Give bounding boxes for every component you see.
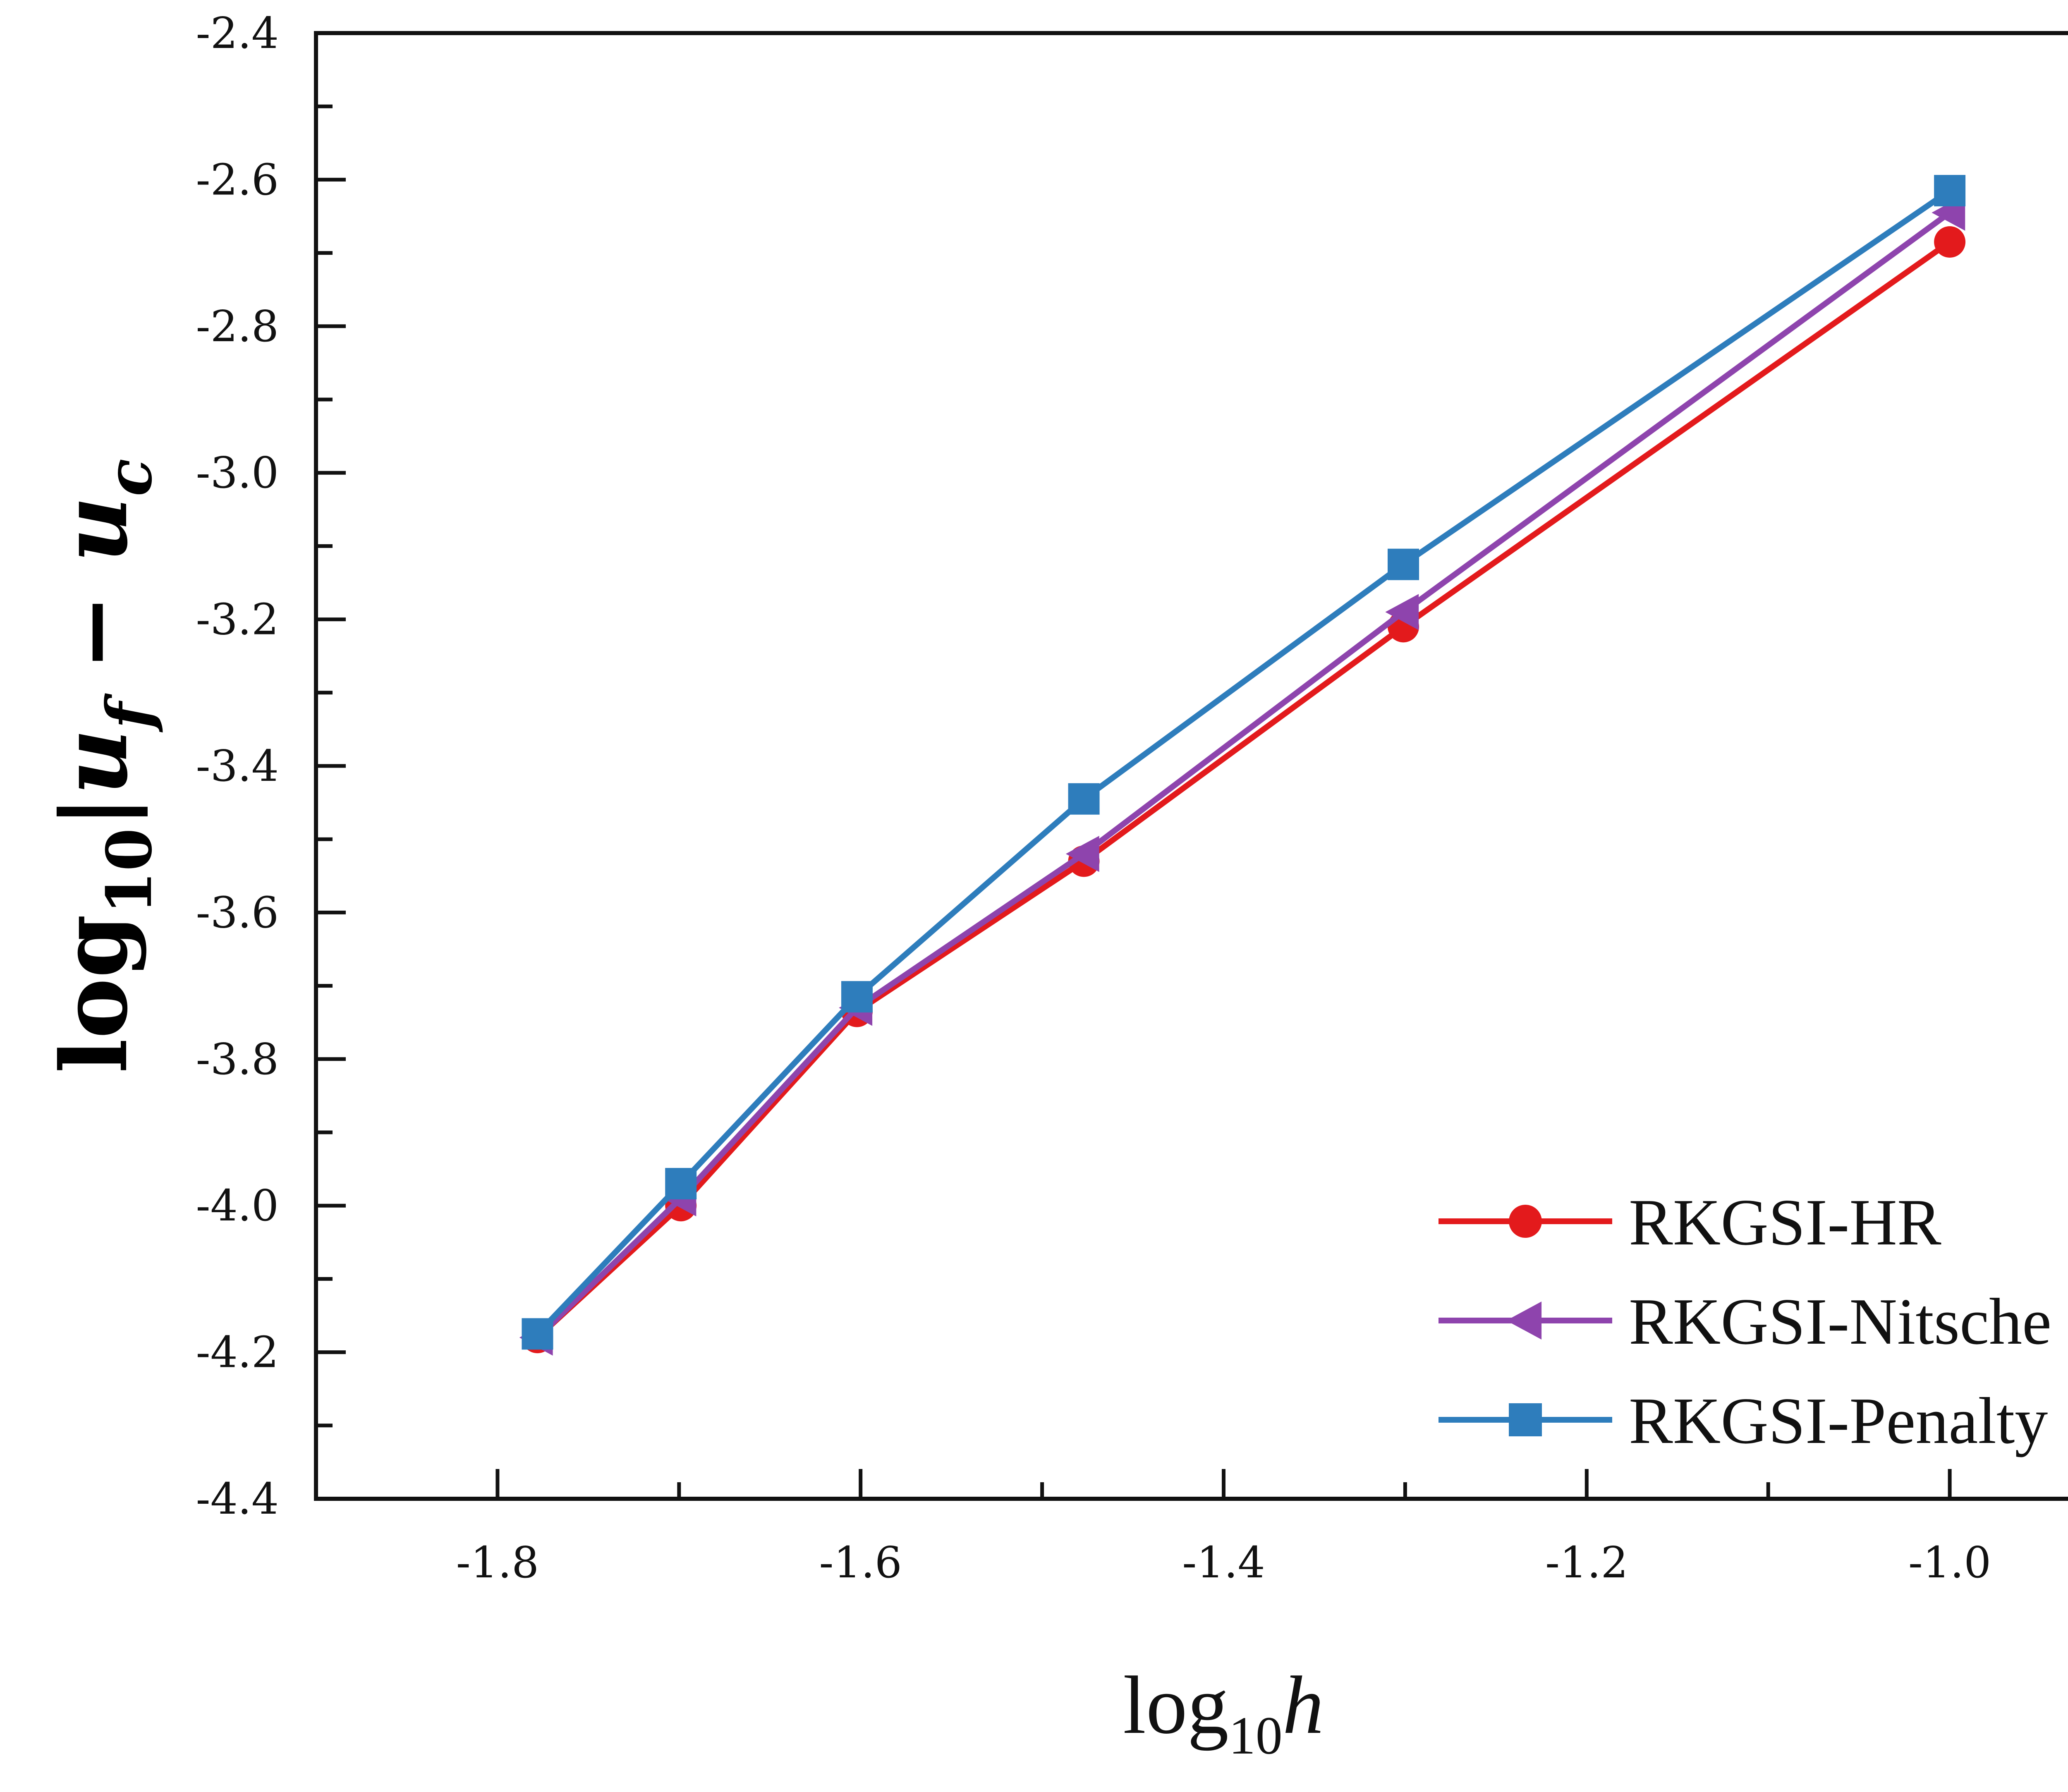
series-layer bbox=[519, 175, 1966, 1356]
data-point bbox=[522, 1318, 553, 1350]
y-tick-label: -3.6 bbox=[196, 887, 279, 938]
legend-marker bbox=[1506, 1302, 1542, 1340]
data-point bbox=[841, 981, 873, 1013]
data-point bbox=[1065, 835, 1099, 872]
data-point bbox=[1068, 783, 1100, 815]
y-axis-label-log: log bbox=[41, 914, 148, 1073]
y-axis-label-minus: − u bbox=[41, 496, 148, 702]
data-point bbox=[1388, 548, 1419, 580]
y-tick-label: -3.2 bbox=[196, 594, 279, 645]
legend-label: RKGSI-Penalty bbox=[1629, 1384, 2048, 1457]
data-point bbox=[1934, 226, 1966, 258]
legend-marker bbox=[1509, 1205, 1542, 1238]
y-tick-label: -3.8 bbox=[196, 1034, 279, 1084]
x-axis-label-var: h bbox=[1283, 1660, 1324, 1751]
x-tick-label: -1.4 bbox=[1182, 1537, 1265, 1588]
x-tick-label: -1.8 bbox=[456, 1537, 539, 1588]
legend: RKGSI-HR RKGSI-Nitsche RKGSI-Penalty bbox=[1439, 1185, 2051, 1457]
data-point bbox=[1934, 175, 1966, 206]
legend-label: RKGSI-HR bbox=[1629, 1185, 1941, 1259]
y-tick-label: -2.8 bbox=[196, 301, 279, 352]
y-tick-label: -3.0 bbox=[196, 447, 279, 498]
x-axis-label-log: log bbox=[1123, 1660, 1229, 1751]
legend-label: RKGSI-Nitsche bbox=[1629, 1285, 2051, 1358]
x-tick-label: -1.0 bbox=[1908, 1537, 1991, 1588]
legend-marker bbox=[1509, 1403, 1542, 1436]
series-rkgsi-hr bbox=[522, 226, 1966, 1354]
y-axis-label-log-sub: 10 bbox=[93, 828, 166, 914]
y-tick-label: -3.4 bbox=[196, 741, 279, 791]
y-tick-label: -4.0 bbox=[196, 1180, 279, 1231]
legend-entry: RKGSI-HR bbox=[1439, 1185, 1941, 1259]
y-tick-label: -2.4 bbox=[196, 8, 279, 58]
x-tick-label: -1.2 bbox=[1545, 1537, 1628, 1588]
x-axis-label: log10h bbox=[1123, 1660, 1324, 1766]
y-tick-label: -4.4 bbox=[196, 1474, 279, 1524]
plot-frame bbox=[314, 31, 2068, 1501]
series-line bbox=[535, 210, 1952, 1340]
axis-ticks bbox=[316, 104, 1952, 1499]
series-line bbox=[535, 188, 1952, 1336]
legend-entry: RKGSI-Nitsche bbox=[1439, 1285, 2051, 1358]
y-axis-label-sub-c: c bbox=[93, 459, 166, 496]
y-axis-label-expr: |u bbox=[41, 729, 148, 828]
y-axis-label: log10|uf − uc bbox=[41, 459, 166, 1073]
data-point bbox=[665, 1168, 697, 1200]
axis-tick-labels: -1.8 -1.6 -1.4 -1.2 -1.0 -2.4 -2.6 -2.8 -3.0 -3.2… bbox=[196, 8, 1991, 1588]
x-axis-label-sub: 10 bbox=[1229, 1706, 1283, 1766]
y-tick-label: -4.2 bbox=[196, 1327, 279, 1378]
y-tick-label: -2.6 bbox=[196, 154, 279, 205]
series-rkgsi-nitsche bbox=[519, 194, 1965, 1356]
series-rkgsi-penalty bbox=[522, 175, 1966, 1350]
series-line bbox=[535, 239, 1952, 1340]
legend-entry: RKGSI-Penalty bbox=[1439, 1384, 2048, 1457]
data-point bbox=[1385, 594, 1419, 630]
x-tick-label: -1.6 bbox=[819, 1537, 902, 1588]
